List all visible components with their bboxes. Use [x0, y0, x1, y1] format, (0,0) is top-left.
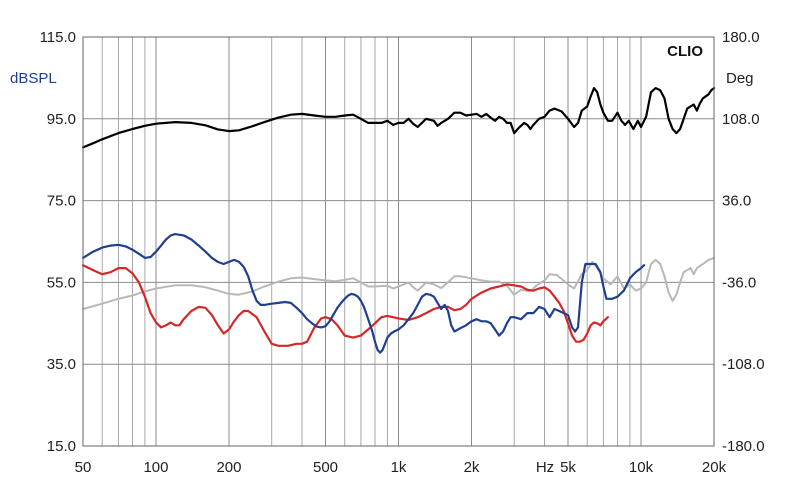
blue-series-line: [81, 233, 646, 354]
y-tick-label: 15.0: [47, 438, 76, 455]
red-series-line: [81, 264, 610, 347]
plot-frame: [82, 36, 715, 447]
y2-tick-label: -180.0: [722, 438, 765, 455]
series-layer: [81, 86, 716, 354]
x-tick-label: 5k: [560, 459, 576, 476]
gray-series-line: [82, 256, 715, 310]
x-tick-label: 1k: [391, 459, 407, 476]
x-tick-label: 50: [75, 459, 92, 476]
y2-axis-tick-labels: -180.0 -108.0 -36.0 36.0 108.0 180.0: [722, 29, 765, 455]
y-axis-tick-labels: 15.0 35.0 55.0 75.0 95.0 115.0: [40, 29, 76, 455]
y2-tick-label: 108.0: [722, 111, 760, 128]
y2-tick-label: -36.0: [722, 274, 756, 291]
x-tick-label: 10k: [629, 459, 654, 476]
y-tick-label: 35.0: [47, 356, 76, 373]
y-tick-label: 55.0: [47, 274, 76, 291]
x-tick-label: 2k: [464, 459, 480, 476]
x-axis-tick-labels: 50 100 200 500 1k 2k 5k 10k 20k: [75, 459, 727, 476]
x-tick-label: 20k: [702, 459, 727, 476]
y2-tick-label: 180.0: [722, 29, 760, 46]
y2-tick-label: 36.0: [722, 193, 751, 210]
y-tick-label: 115.0: [40, 29, 76, 46]
clio-brand-label: CLIO: [667, 43, 703, 60]
y-axis-label: dBSPL: [10, 70, 57, 87]
y-tick-label: 75.0: [47, 193, 76, 210]
x-tick-label: 100: [143, 459, 168, 476]
y2-tick-label: -108.0: [722, 356, 765, 373]
x-axis-unit-label: Hz: [536, 459, 554, 476]
x-tick-label: 500: [313, 459, 338, 476]
y2-axis-label: Deg: [726, 70, 754, 87]
y-tick-label: 95.0: [47, 111, 76, 128]
black-series-line: [81, 86, 716, 149]
x-tick-label: 200: [216, 459, 241, 476]
